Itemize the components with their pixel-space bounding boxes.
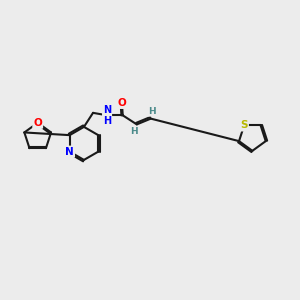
Text: H: H xyxy=(148,107,156,116)
Text: S: S xyxy=(240,120,248,130)
Text: N
H: N H xyxy=(103,104,111,126)
Text: O: O xyxy=(118,98,126,108)
Text: O: O xyxy=(33,118,42,128)
Text: H: H xyxy=(130,127,138,136)
Text: N: N xyxy=(65,147,74,157)
